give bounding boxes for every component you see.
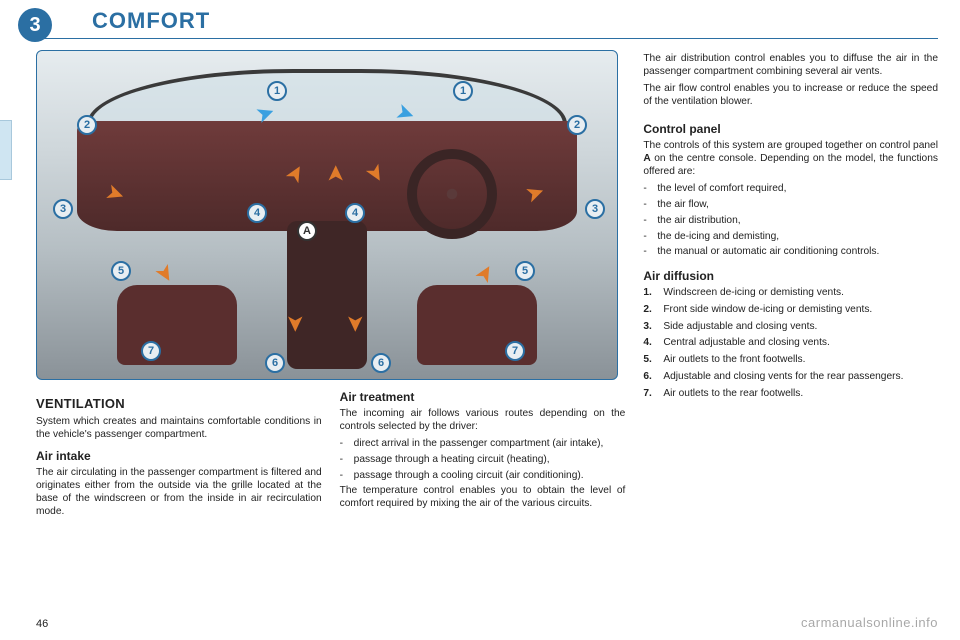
- air-flow-paragraph: The air flow control enables you to incr…: [643, 82, 938, 108]
- list-item: -passage through a heating circuit (heat…: [340, 453, 626, 467]
- list-item: -direct arrival in the passenger compart…: [340, 437, 626, 451]
- control-panel-text-pre: The controls of this system are grouped …: [643, 140, 938, 151]
- page-number: 46: [36, 618, 48, 630]
- ventilation-diagram: ➤ ➤ ➤ ➤ ➤ ➤ ➤ ➤ ➤ ➤ ➤ 11223344556677A: [36, 50, 618, 380]
- diagram-callout-3: 3: [53, 199, 73, 219]
- right-column: The air distribution control enables you…: [643, 50, 938, 606]
- diagram-callout-4: 4: [345, 203, 365, 223]
- watermark: carmanualsonline.info: [801, 615, 938, 630]
- control-panel-ref-a: A: [643, 153, 650, 164]
- control-panel-functions-list: -the level of comfort required, -the air …: [643, 182, 938, 259]
- airflow-arrow-icon: ➤: [343, 315, 368, 332]
- diagram-callout-1: 1: [453, 81, 473, 101]
- airflow-arrow-icon: ➤: [323, 165, 348, 182]
- list-item: -passage through a cooling circuit (air …: [340, 469, 626, 483]
- ventilation-intro: System which creates and maintains comfo…: [36, 415, 322, 441]
- list-item: 7.Air outlets to the rear footwells.: [643, 387, 938, 401]
- control-panel-text-post: on the centre console. Depending on the …: [643, 153, 938, 177]
- side-tab: [0, 120, 12, 180]
- list-item: -the manual or automatic air conditionin…: [643, 245, 938, 259]
- air-diffusion-heading: Air diffusion: [643, 269, 938, 283]
- list-item: 3.Side adjustable and closing vents.: [643, 320, 938, 334]
- air-treatment-heading: Air treatment: [340, 390, 626, 404]
- air-intake-heading: Air intake: [36, 449, 322, 463]
- header-rule: [36, 38, 938, 39]
- airflow-arrow-icon: ➤: [470, 260, 500, 287]
- list-item: -the level of comfort required,: [643, 182, 938, 196]
- air-treatment-paragraph: The incoming air follows various routes …: [340, 407, 626, 433]
- air-diffusion-list: 1.Windscreen de-icing or demisting vents…: [643, 286, 938, 400]
- left-and-middle-columns: ➤ ➤ ➤ ➤ ➤ ➤ ➤ ➤ ➤ ➤ ➤ 11223344556677A VE…: [36, 50, 625, 606]
- steering-wheel-shape: [407, 149, 497, 239]
- air-distribution-paragraph: The air distribution control enables you…: [643, 52, 938, 78]
- ventilation-heading: VENTILATION: [36, 396, 322, 411]
- column-air-treatment: Air treatment The incoming air follows v…: [340, 390, 626, 522]
- list-item: 2.Front side window de-icing or demistin…: [643, 303, 938, 317]
- air-treatment-routes-list: -direct arrival in the passenger compart…: [340, 437, 626, 482]
- diagram-callout-6: 6: [265, 353, 285, 373]
- airflow-arrow-icon: ➤: [150, 260, 180, 287]
- diagram-callout-5: 5: [111, 261, 131, 281]
- chapter-number-badge: 3: [18, 8, 52, 42]
- list-item: 1.Windscreen de-icing or demisting vents…: [643, 286, 938, 300]
- diagram-callout-2: 2: [567, 115, 587, 135]
- diagram-callout-6: 6: [371, 353, 391, 373]
- diagram-callout-4: 4: [247, 203, 267, 223]
- seat-left-shape: [117, 285, 237, 365]
- diagram-callout-3: 3: [585, 199, 605, 219]
- list-item: 5.Air outlets to the front footwells.: [643, 353, 938, 367]
- air-intake-paragraph: The air circulating in the passenger com…: [36, 466, 322, 518]
- diagram-callout-5: 5: [515, 261, 535, 281]
- airflow-arrow-icon: ➤: [283, 315, 308, 332]
- list-item: -the de-icing and demisting,: [643, 230, 938, 244]
- diagram-callout-1: 1: [267, 81, 287, 101]
- diagram-callout-7: 7: [505, 341, 525, 361]
- chapter-number: 3: [29, 14, 40, 37]
- temperature-paragraph: The temperature control enables you to o…: [340, 484, 626, 510]
- list-item: -the air distribution,: [643, 214, 938, 228]
- list-item: -the air flow,: [643, 198, 938, 212]
- bottom-two-columns: VENTILATION System which creates and mai…: [36, 390, 625, 522]
- diagram-callout-2: 2: [77, 115, 97, 135]
- diagram-callout-A: A: [297, 221, 317, 241]
- control-panel-paragraph: The controls of this system are grouped …: [643, 139, 938, 178]
- list-item: 6.Adjustable and closing vents for the r…: [643, 370, 938, 384]
- windscreen-shape: [87, 69, 567, 124]
- main-content: ➤ ➤ ➤ ➤ ➤ ➤ ➤ ➤ ➤ ➤ ➤ 11223344556677A VE…: [36, 50, 938, 606]
- centre-tunnel-shape: [287, 221, 367, 369]
- chapter-title: COMFORT: [92, 8, 210, 34]
- list-item: 4.Central adjustable and closing vents.: [643, 336, 938, 350]
- column-ventilation: VENTILATION System which creates and mai…: [36, 390, 322, 522]
- diagram-callout-7: 7: [141, 341, 161, 361]
- control-panel-heading: Control panel: [643, 122, 938, 136]
